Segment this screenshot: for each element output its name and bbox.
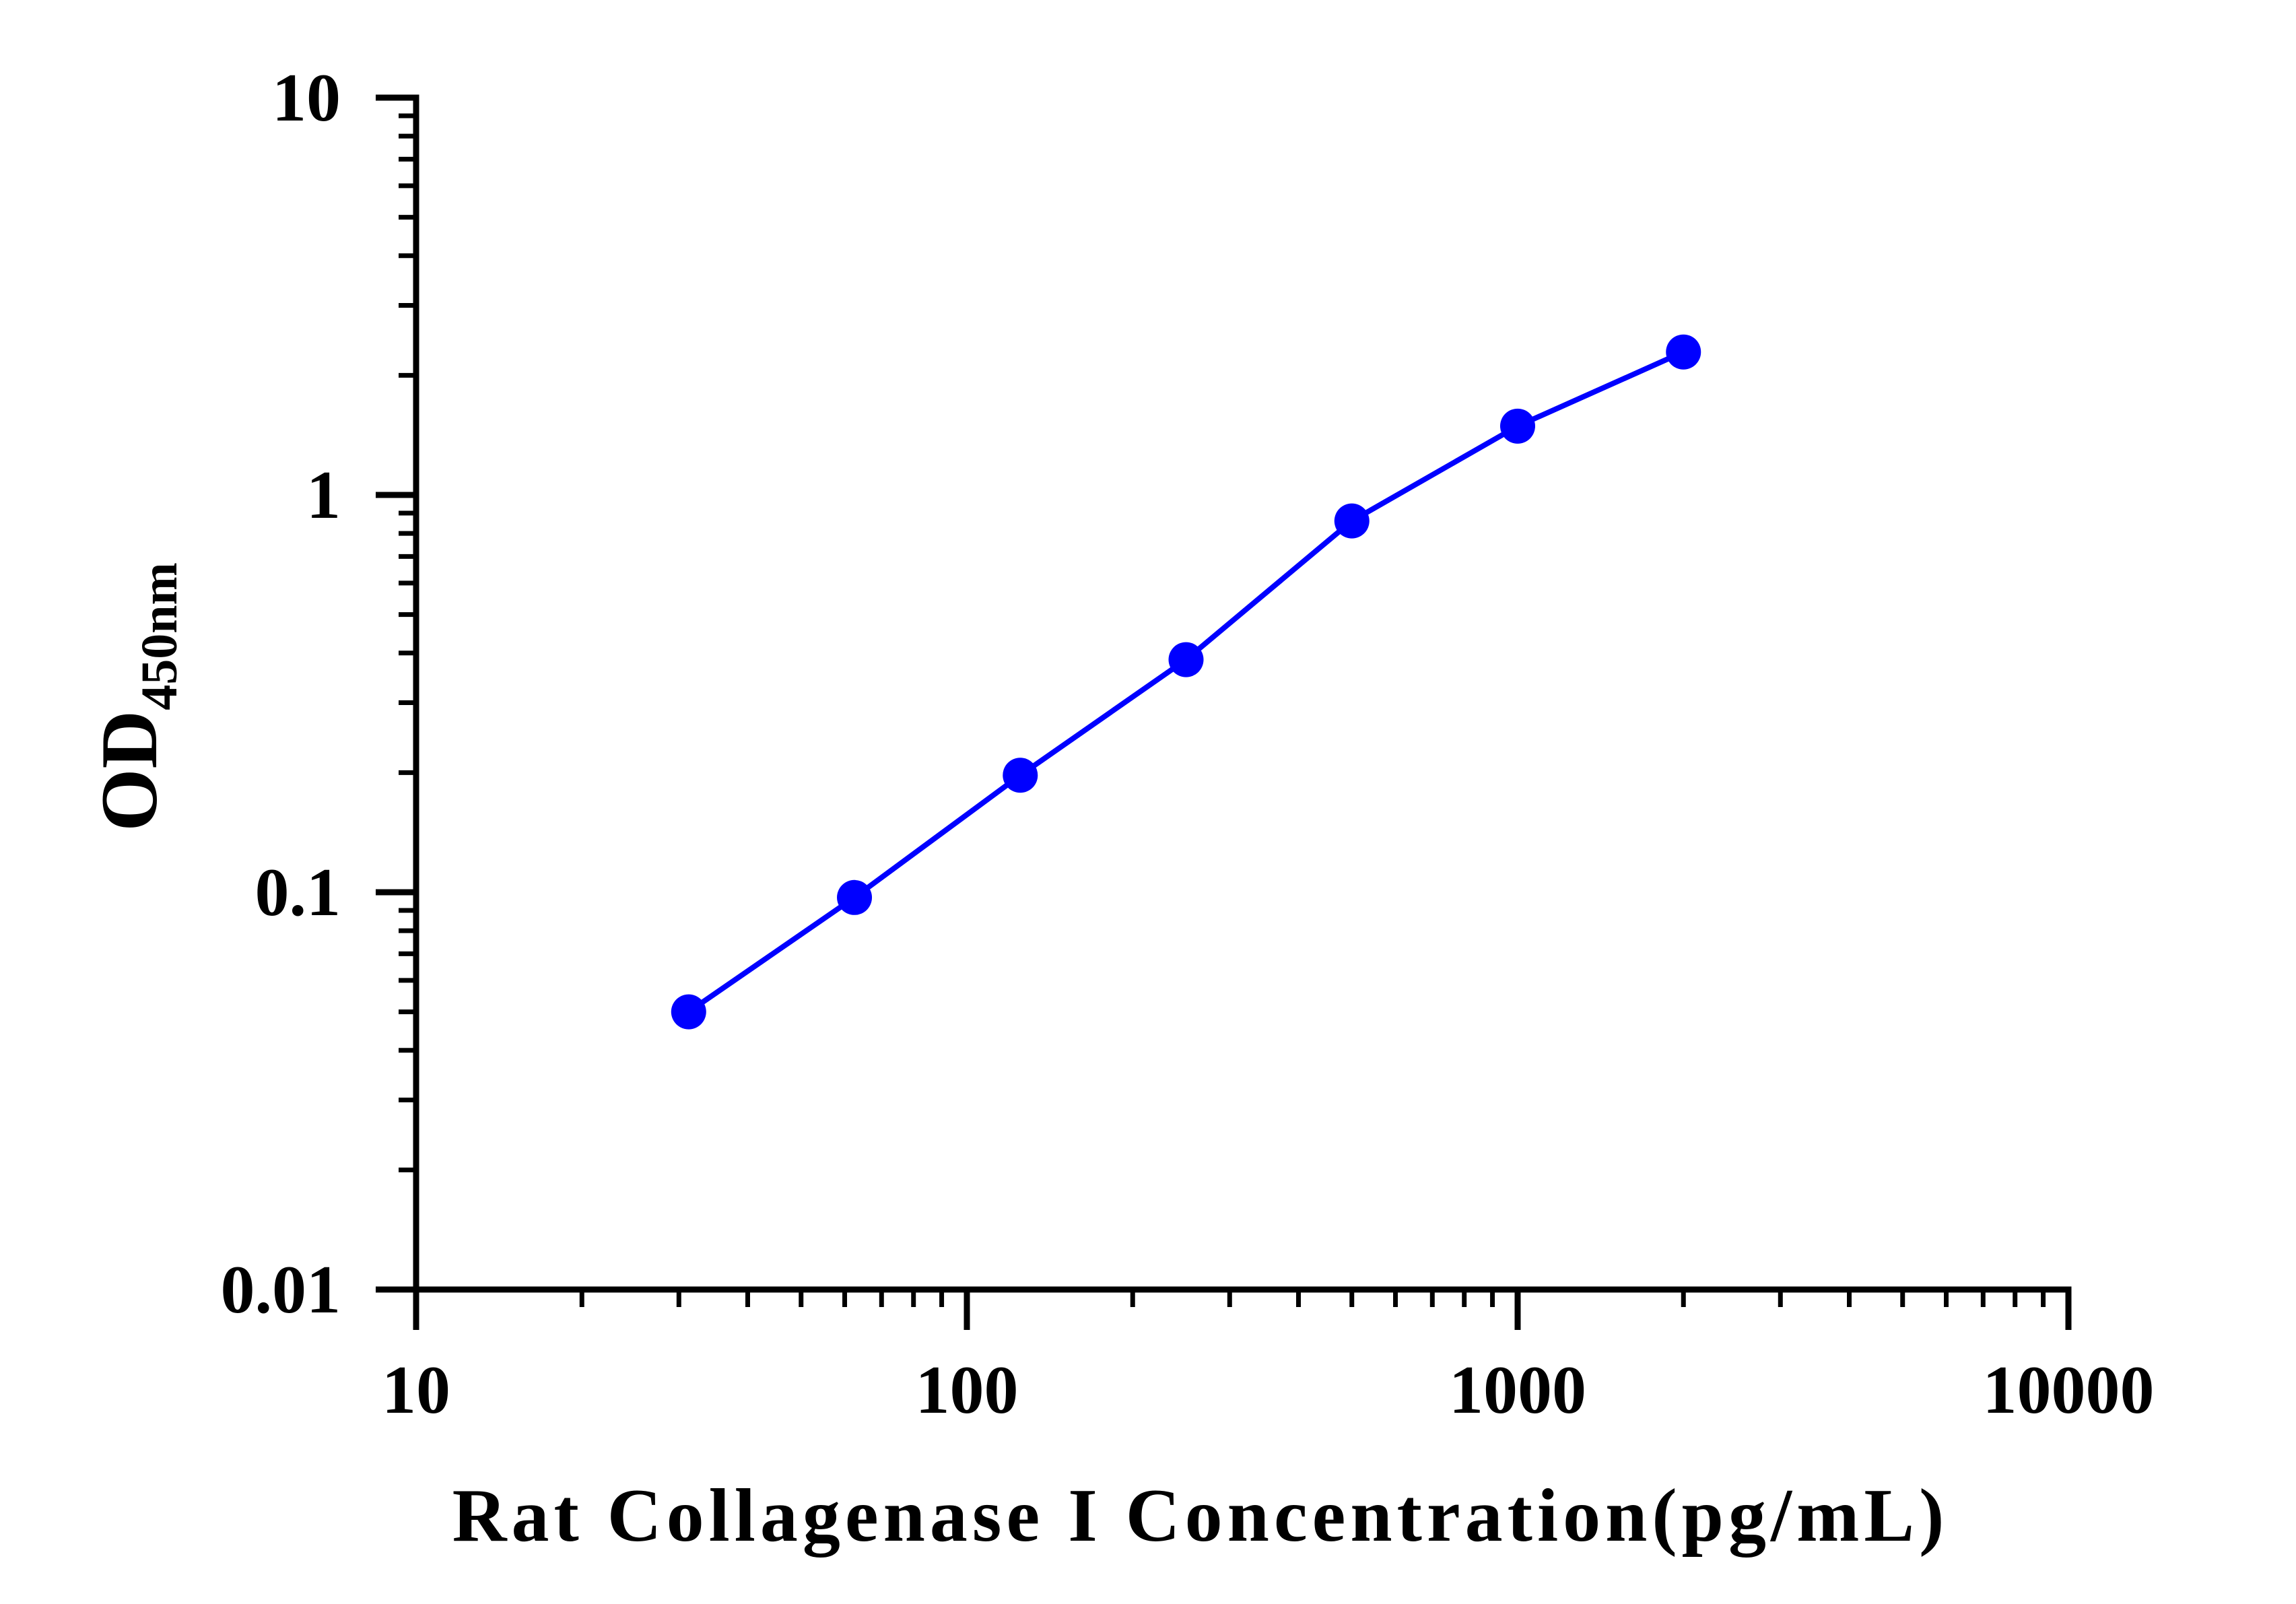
x-tick-label: 10000 bbox=[1983, 1352, 2155, 1428]
data-point bbox=[1003, 758, 1038, 793]
data-point bbox=[1168, 642, 1204, 677]
data-point bbox=[837, 879, 873, 915]
data-point bbox=[1500, 408, 1535, 444]
y-axis-title: OD450nm bbox=[84, 562, 188, 832]
data-point bbox=[1666, 334, 1701, 370]
svg-text:OD450nm: OD450nm bbox=[84, 562, 188, 832]
y-axis-title-main: OD bbox=[84, 710, 174, 832]
series-line bbox=[687, 349, 1685, 1014]
y-tick-label: 1 bbox=[306, 457, 341, 533]
y-axis bbox=[376, 94, 419, 1293]
x-tick-label: 100 bbox=[916, 1352, 1019, 1428]
plot-series bbox=[671, 334, 1701, 1030]
y-axis-title-subscript: 450nm bbox=[131, 562, 188, 710]
x-axis bbox=[413, 1286, 2072, 1330]
x-axis-title: Rat Collagenase I Concentration(pg/mL) bbox=[452, 1474, 1949, 1558]
y-tick-labels: 0.01 0.1 1 10 bbox=[221, 60, 341, 1328]
data-point bbox=[1334, 503, 1370, 539]
data-point bbox=[671, 994, 706, 1030]
y-tick-label: 0.1 bbox=[255, 855, 341, 931]
x-tick-label: 1000 bbox=[1449, 1352, 1586, 1428]
x-tick-labels: 10 100 1000 10000 bbox=[382, 1352, 2155, 1428]
y-tick-label: 0.01 bbox=[221, 1252, 341, 1328]
y-tick-label: 10 bbox=[272, 60, 341, 136]
x-tick-label: 10 bbox=[382, 1352, 450, 1428]
